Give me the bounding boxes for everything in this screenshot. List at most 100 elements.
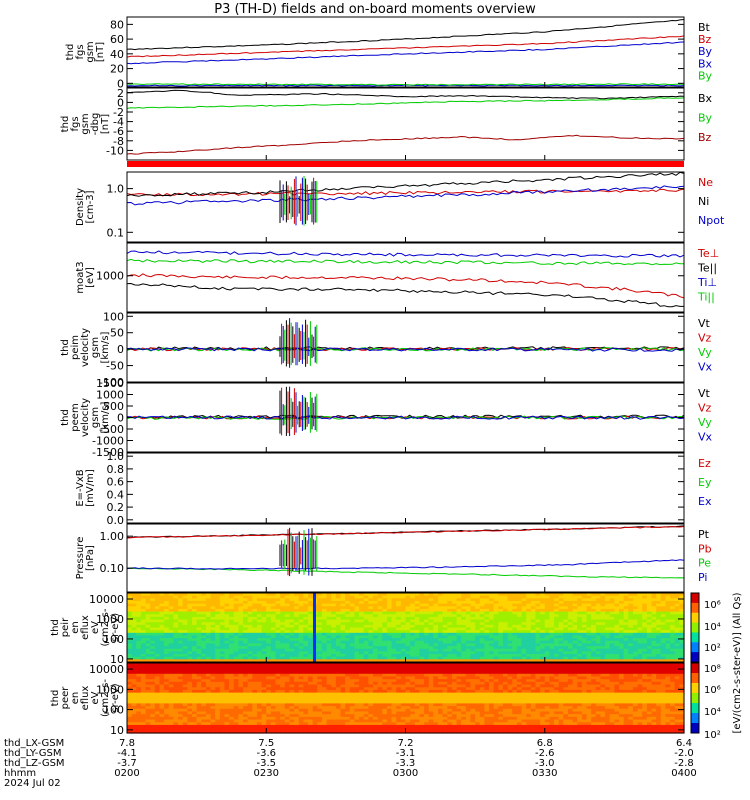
spectrogram-cell — [368, 730, 374, 734]
spectrogram-cell — [321, 659, 328, 663]
spectrogram-cell — [623, 659, 629, 663]
spectrogram-cell — [215, 668, 221, 672]
spectrogram-cell — [280, 679, 286, 683]
spectrogram-cell — [521, 616, 527, 621]
spectrogram-cell — [168, 676, 175, 680]
spectrogram-cell — [335, 687, 342, 691]
spectrogram-cell — [154, 698, 161, 702]
spectrogram-cell — [665, 654, 671, 658]
spectrogram-cell — [419, 622, 425, 626]
spectrogram-cell — [414, 651, 421, 655]
spectrogram-cell — [335, 598, 342, 602]
spectrogram-cell — [131, 654, 137, 658]
spectrogram-cell — [201, 603, 207, 607]
spectrogram-cell — [326, 730, 332, 734]
spectrogram-cell — [600, 656, 606, 660]
chart-title: P3 (TH-D) fields and on-board moments ov… — [214, 2, 536, 17]
y-axis-label: fgs — [75, 44, 86, 59]
spectrogram-cell — [354, 606, 360, 610]
spectrogram-cell — [363, 722, 369, 726]
spectrogram-cell — [521, 622, 527, 626]
spectrogram-cell — [140, 632, 147, 637]
spectrogram-cell — [270, 716, 277, 721]
spectrogram-cell — [595, 656, 602, 660]
spectrogram-cell — [563, 608, 569, 613]
legend-entry: Vt — [698, 317, 711, 330]
spectrogram-cell — [433, 656, 439, 660]
spectrogram-cell — [373, 698, 379, 702]
spectrogram-cell — [456, 608, 462, 613]
spectrogram-cell — [554, 627, 560, 631]
spectrogram-cell — [256, 727, 263, 731]
spectrogram-cell — [414, 600, 421, 605]
spectrogram-cell — [173, 716, 179, 721]
spectrogram-cell — [349, 619, 356, 623]
spectrogram-cell — [284, 622, 291, 626]
spectrogram-cell — [224, 608, 230, 613]
spectrogram-cell — [670, 656, 676, 660]
spectrogram-cell — [173, 611, 179, 615]
spectrogram-cell — [298, 638, 304, 642]
spectrogram-cell — [275, 611, 281, 615]
spectrogram-cell — [373, 724, 379, 729]
spectrogram-cell — [484, 630, 490, 634]
spectrogram-cell — [345, 598, 351, 602]
spectrogram-cell — [349, 727, 356, 731]
spectrogram-cell — [414, 606, 421, 610]
spectrogram-cell — [331, 616, 337, 621]
spectrogram-cell — [345, 689, 351, 694]
spectrogram-cell — [266, 687, 272, 691]
spectrogram-cell — [489, 611, 495, 615]
spectrogram-cell — [591, 651, 597, 655]
spectrogram-cell — [335, 663, 342, 667]
spectrogram-cell — [224, 651, 230, 655]
spectrogram-cell — [159, 679, 165, 683]
spectrogram-cell — [600, 598, 606, 602]
spectrogram-cell — [591, 627, 597, 631]
spectrogram-cell — [261, 676, 267, 680]
spectrogram-cell — [154, 648, 161, 652]
spectrogram-cell — [512, 611, 518, 615]
spectrogram-cell — [410, 611, 416, 615]
spectrogram-cell — [386, 663, 393, 667]
spectrogram-cell — [159, 684, 165, 688]
spectrogram-cell — [247, 716, 253, 721]
spectrogram-cell — [164, 716, 170, 721]
spectrogram-cell — [187, 724, 193, 729]
spectrogram-cell — [280, 719, 286, 723]
spectrogram-cell — [229, 614, 235, 618]
spectrogram-cell — [187, 700, 193, 704]
spectrogram-cell — [150, 648, 156, 652]
spectrogram-cell — [201, 714, 207, 718]
spectrogram-cell — [656, 619, 662, 623]
spectrogram-cell — [419, 638, 425, 642]
spectrogram-cell — [205, 614, 212, 618]
spectrogram-cell — [642, 630, 648, 634]
spectrogram-cell — [298, 724, 304, 729]
spectrogram-cell — [150, 719, 156, 723]
spectrogram-cell — [465, 627, 472, 631]
spectrogram-cell — [660, 616, 667, 621]
spectrogram-cell — [442, 656, 448, 660]
spectrogram-cell — [326, 703, 332, 707]
spectrogram-cell — [628, 651, 634, 655]
spectrogram-cell — [140, 598, 147, 602]
spectrogram-cell — [131, 630, 137, 634]
spectrogram-cell — [247, 706, 253, 710]
spectrogram-cell — [391, 656, 397, 660]
spectrogram-cell — [586, 643, 592, 647]
spectrogram-cell — [651, 635, 657, 639]
spectrogram-cell — [308, 681, 314, 686]
spectrogram-cell — [354, 679, 360, 683]
spectrogram-cell — [164, 651, 170, 655]
spectrogram-cell — [544, 595, 550, 599]
spectrogram-cell — [335, 619, 342, 623]
spectrogram-cell — [359, 659, 365, 663]
spectrogram-cell — [280, 706, 286, 710]
spectrogram-cell — [470, 603, 476, 607]
spectrogram-cell — [619, 595, 625, 599]
spectrogram-cell — [414, 659, 421, 663]
spectrogram-cell — [377, 616, 383, 621]
spectrogram-cell — [405, 595, 411, 599]
spectrogram-cell — [558, 611, 564, 615]
